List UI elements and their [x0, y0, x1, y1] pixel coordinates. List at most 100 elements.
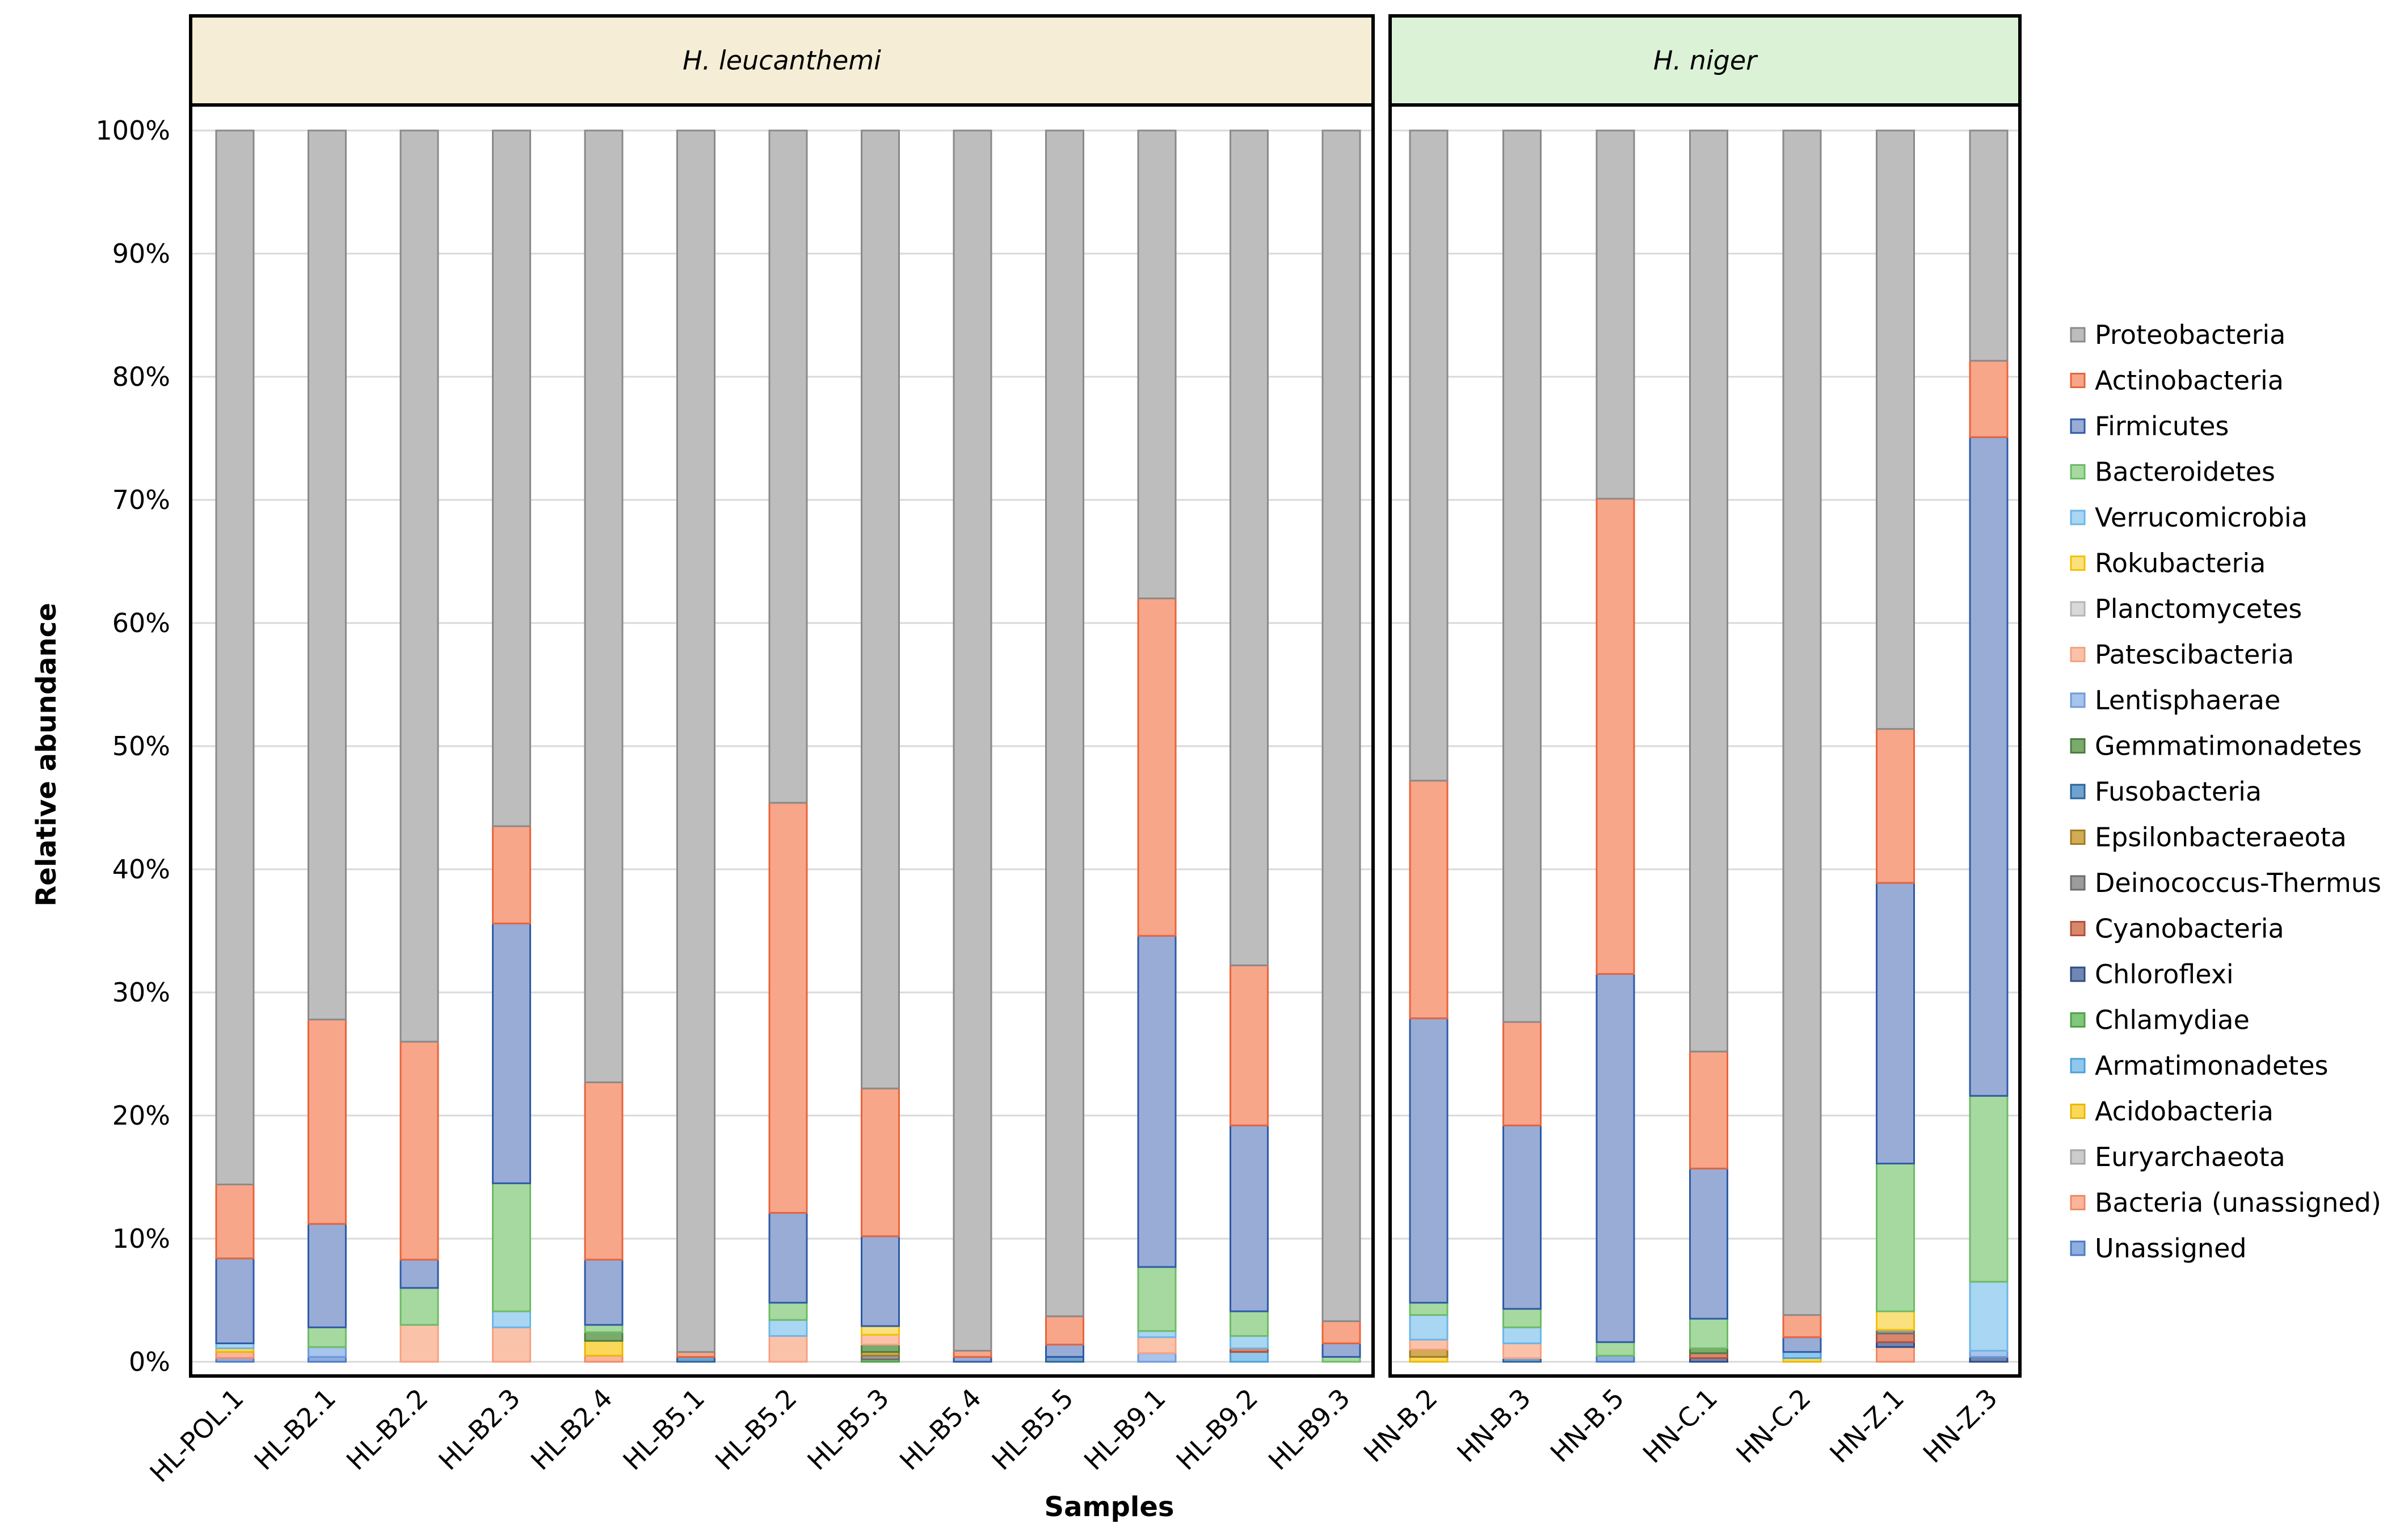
- bar-segment: [1230, 1335, 1269, 1349]
- bar-segment: [1409, 129, 1449, 782]
- legend-item: Rokubacteria: [2070, 548, 2266, 579]
- legend-item: Fusobacteria: [2070, 776, 2262, 807]
- facet-strip-label: H. niger: [1653, 45, 1758, 76]
- bar-segment: [1230, 1124, 1269, 1312]
- bar-segment: [1045, 1315, 1084, 1346]
- bar-segment: [1969, 1281, 2009, 1352]
- bar-segment: [861, 1333, 900, 1346]
- sample-bar: [215, 129, 255, 1363]
- legend-swatch: [2070, 418, 2086, 434]
- sample-bar: [1969, 129, 2009, 1363]
- legend-label: Bacteria (unassigned): [2095, 1188, 2381, 1218]
- x-tick-label: HL-B9.3: [1262, 1383, 1356, 1476]
- legend-item: Bacteroidetes: [2070, 457, 2275, 487]
- bar-segment: [1321, 1320, 1361, 1344]
- legend-item: Epsilonbacteraeota: [2070, 822, 2347, 853]
- x-tick-label: HL-B5.4: [894, 1383, 987, 1476]
- x-tick-label: HN-B.3: [1451, 1383, 1536, 1468]
- bar-segment: [1969, 360, 2009, 438]
- legend-swatch: [2070, 692, 2086, 708]
- bar-segment: [584, 1259, 624, 1326]
- y-axis-title: Relative abundance: [31, 603, 62, 906]
- x-tick-label: HL-B5.3: [801, 1383, 895, 1476]
- x-tick-label: HL-B5.1: [617, 1383, 710, 1476]
- facet-strip-label: H. leucanthemi: [683, 45, 881, 76]
- bar-segment: [1876, 129, 1915, 730]
- bar-segment: [1782, 1314, 1822, 1339]
- legend-item: Deinococcus-Thermus: [2070, 868, 2381, 898]
- bar-segment: [1502, 1021, 1542, 1126]
- bar-segment: [1969, 1349, 2009, 1358]
- y-tick-label: 60%: [112, 608, 170, 638]
- legend-label: Proteobacteria: [2095, 319, 2285, 350]
- sample-bar: [308, 129, 347, 1363]
- sample-bar: [1321, 129, 1361, 1363]
- bar-segment: [1321, 1342, 1361, 1358]
- bar-segment: [399, 1259, 439, 1289]
- bar-segment: [584, 1340, 624, 1357]
- sample-bar: [953, 129, 992, 1363]
- y-tick-label: 50%: [112, 731, 170, 761]
- x-tick-label: HL-B2.3: [432, 1383, 526, 1476]
- bar-segment: [676, 129, 715, 1353]
- bar-segment: [1689, 1318, 1728, 1349]
- legend-label: Deinococcus-Thermus: [2095, 868, 2381, 898]
- x-tick-label: HN-Z.1: [1824, 1383, 1910, 1469]
- legend-swatch: [2070, 1012, 2086, 1028]
- legend-swatch: [2070, 966, 2086, 982]
- bar-segment: [1230, 964, 1269, 1126]
- y-tick-label: 70%: [112, 485, 170, 515]
- legend-swatch: [2070, 875, 2086, 891]
- sample-bar: [1595, 129, 1635, 1363]
- legend-item: Firmicutes: [2070, 411, 2229, 441]
- bar-segment: [1595, 973, 1635, 1343]
- bar-segment: [953, 1349, 992, 1358]
- bar-segment: [584, 1331, 624, 1342]
- legend-item: Patescibacteria: [2070, 639, 2294, 670]
- sample-bar: [1137, 129, 1177, 1363]
- bar-segment: [768, 1211, 808, 1304]
- y-tick-label: 100%: [95, 115, 170, 146]
- legend-swatch: [2070, 556, 2086, 571]
- y-tick-label: 20%: [112, 1100, 170, 1131]
- bar-segment: [1876, 1346, 1915, 1363]
- sample-bar: [1782, 129, 1822, 1363]
- bar-segment: [1876, 1310, 1915, 1331]
- bar-segment: [215, 1351, 255, 1359]
- bar-segment: [584, 1081, 624, 1261]
- legend-item: Bacteria (unassigned): [2070, 1188, 2381, 1218]
- bar-segment: [1137, 129, 1177, 600]
- sample-bar: [399, 129, 439, 1363]
- bar-segment: [768, 1302, 808, 1321]
- legend-label: Unassigned: [2095, 1233, 2247, 1264]
- legend-swatch: [2070, 784, 2086, 799]
- bar-segment: [861, 129, 900, 1089]
- legend-label: Lentisphaerae: [2095, 685, 2280, 716]
- sample-bar: [1502, 129, 1542, 1363]
- bar-segment: [1409, 1339, 1449, 1350]
- legend-swatch: [2070, 1058, 2086, 1074]
- bar-segment: [1782, 1351, 1822, 1359]
- sample-bar: [1045, 129, 1084, 1363]
- legend-label: Fusobacteria: [2095, 776, 2262, 807]
- bar-segment: [492, 1182, 531, 1312]
- x-tick-label: HN-B.5: [1544, 1383, 1630, 1468]
- bar-segment: [492, 1326, 531, 1363]
- bar-segment: [1502, 1342, 1542, 1359]
- legend-label: Actinobacteria: [2095, 365, 2284, 396]
- bar-segment: [1137, 1266, 1177, 1332]
- bar-segment: [1595, 498, 1635, 975]
- x-tick-label: HL-B2.1: [248, 1383, 342, 1476]
- bar-segment: [399, 1041, 439, 1261]
- bar-segment: [1137, 1336, 1177, 1354]
- bar-segment: [308, 1019, 347, 1225]
- legend-item: Armatimonadetes: [2070, 1050, 2328, 1081]
- x-tick-label: HL-B2.4: [525, 1383, 618, 1476]
- legend-swatch: [2070, 510, 2086, 525]
- legend-item: Unassigned: [2070, 1233, 2247, 1264]
- bar-segment: [1782, 129, 1822, 1316]
- bar-segment: [584, 1354, 624, 1363]
- legend-item: Acidobacteria: [2070, 1096, 2274, 1127]
- legend-label: Acidobacteria: [2095, 1096, 2274, 1127]
